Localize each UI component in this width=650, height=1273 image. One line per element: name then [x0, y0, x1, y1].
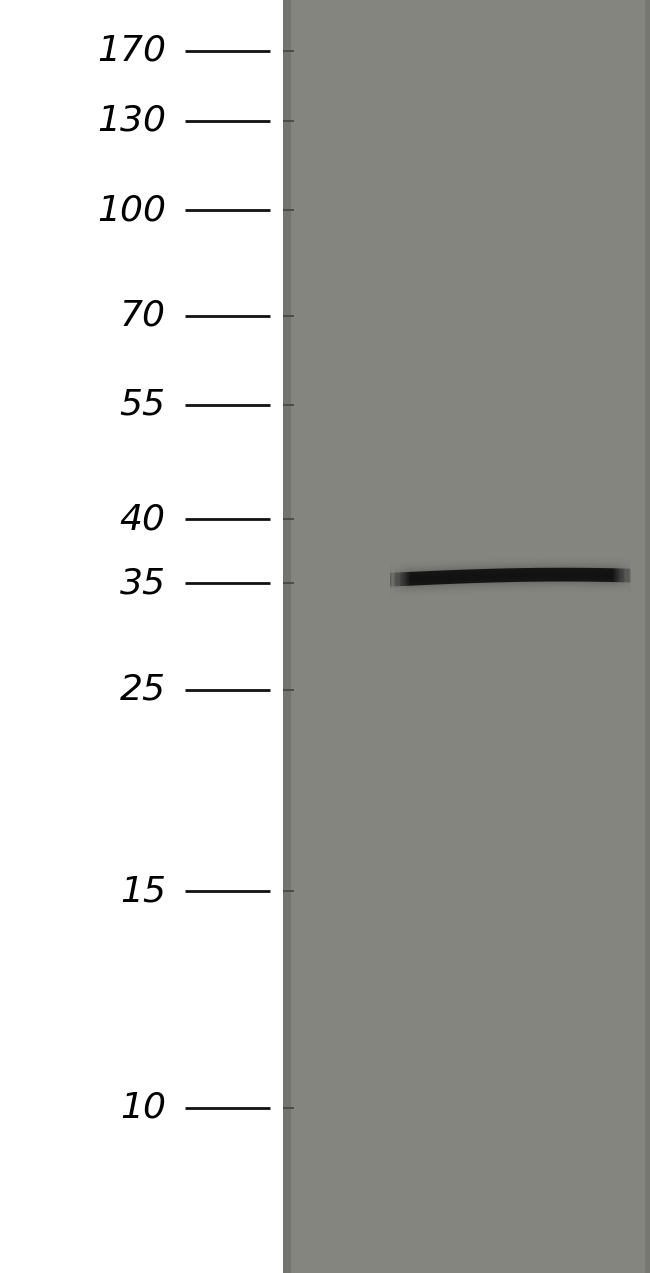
Bar — [283, 0, 650, 1273]
Text: 15: 15 — [120, 875, 166, 908]
Bar — [0, 0, 283, 1273]
Text: 55: 55 — [120, 388, 166, 421]
Text: 170: 170 — [97, 34, 166, 67]
Text: 70: 70 — [120, 299, 166, 332]
Bar — [645, 0, 650, 1273]
Text: 25: 25 — [120, 673, 166, 707]
Text: 100: 100 — [97, 193, 166, 227]
Text: 35: 35 — [120, 566, 166, 600]
Text: 130: 130 — [97, 104, 166, 137]
Text: 10: 10 — [120, 1091, 166, 1124]
Text: 40: 40 — [120, 503, 166, 536]
Bar — [283, 0, 291, 1273]
